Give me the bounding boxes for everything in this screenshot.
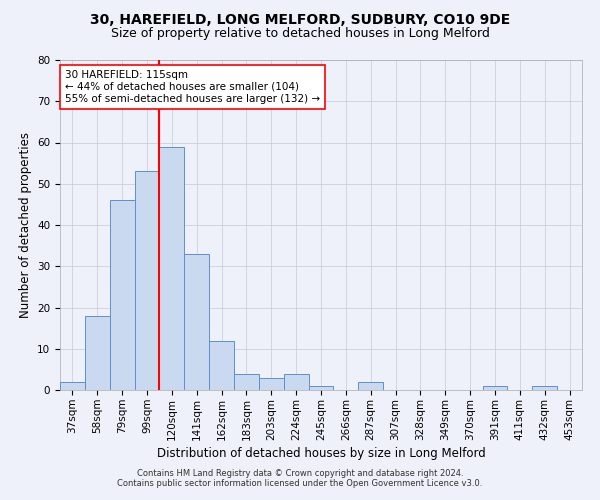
Bar	[209, 340, 234, 390]
Bar	[259, 378, 284, 390]
Bar	[134, 172, 160, 390]
X-axis label: Distribution of detached houses by size in Long Melford: Distribution of detached houses by size …	[157, 446, 485, 460]
Bar	[184, 254, 209, 390]
Text: Contains HM Land Registry data © Crown copyright and database right 2024.: Contains HM Land Registry data © Crown c…	[137, 468, 463, 477]
Bar	[482, 386, 508, 390]
Bar	[110, 200, 134, 390]
Text: Contains public sector information licensed under the Open Government Licence v3: Contains public sector information licen…	[118, 478, 482, 488]
Bar	[308, 386, 334, 390]
Bar	[60, 382, 85, 390]
Bar	[532, 386, 557, 390]
Bar	[358, 382, 383, 390]
Bar	[160, 146, 184, 390]
Y-axis label: Number of detached properties: Number of detached properties	[19, 132, 32, 318]
Bar	[234, 374, 259, 390]
Text: Size of property relative to detached houses in Long Melford: Size of property relative to detached ho…	[110, 28, 490, 40]
Text: 30 HAREFIELD: 115sqm
← 44% of detached houses are smaller (104)
55% of semi-deta: 30 HAREFIELD: 115sqm ← 44% of detached h…	[65, 70, 320, 104]
Bar	[85, 316, 110, 390]
Text: 30, HAREFIELD, LONG MELFORD, SUDBURY, CO10 9DE: 30, HAREFIELD, LONG MELFORD, SUDBURY, CO…	[90, 12, 510, 26]
Bar	[284, 374, 308, 390]
